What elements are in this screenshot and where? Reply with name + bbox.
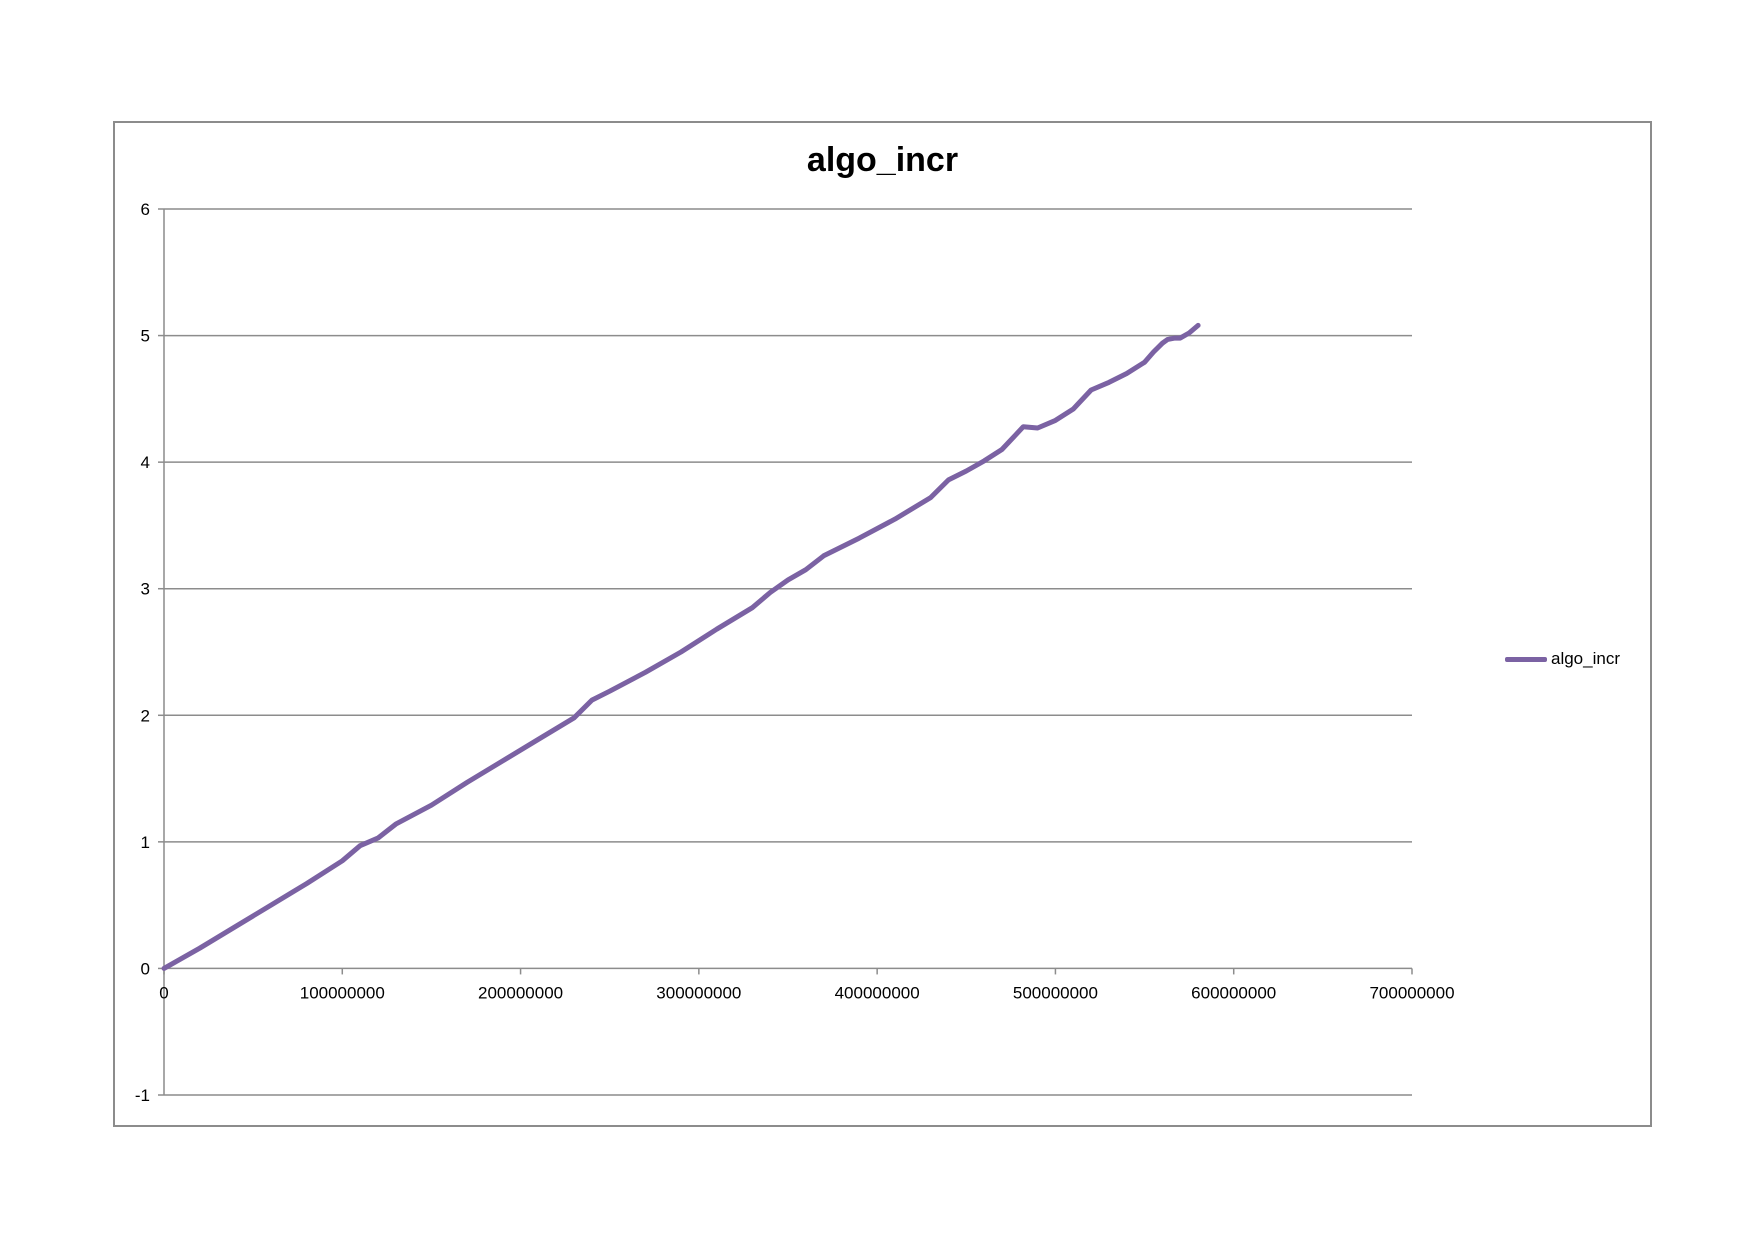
legend: algo_incr [1505,649,1620,669]
y-tick-label: -1 [135,1086,150,1105]
y-tick-label: 5 [141,327,150,346]
chart-area: algo_incr -1 0 1 2 3 4 5 6 0 100000000 200000000 30… [113,121,1652,1127]
y-tick-label: 1 [141,833,150,852]
plot-area: -1 0 1 2 3 4 5 6 0 100000000 200000000 300000000 400… [135,200,1455,1105]
y-tick-label: 3 [141,580,150,599]
x-tick-label: 400000000 [835,983,920,1002]
y-tick-label: 4 [141,453,150,472]
x-tick-label: 200000000 [478,983,563,1002]
x-tick-label: 100000000 [300,983,385,1002]
y-tick-label: 6 [141,200,150,219]
series-line-algo_incr [161,322,1201,971]
chart-title: algo_incr [806,141,959,179]
legend-label: algo_incr [1551,649,1620,668]
x-tick-label: 700000000 [1369,983,1454,1002]
y-tick-label: 2 [141,706,150,725]
x-tick-label: 300000000 [656,983,741,1002]
y-tick-label: 0 [141,959,150,978]
x-tick-label: 500000000 [1013,983,1098,1002]
legend-swatch [1505,656,1547,662]
x-tick-label: 0 [159,983,168,1002]
x-tick-label: 600000000 [1191,983,1276,1002]
